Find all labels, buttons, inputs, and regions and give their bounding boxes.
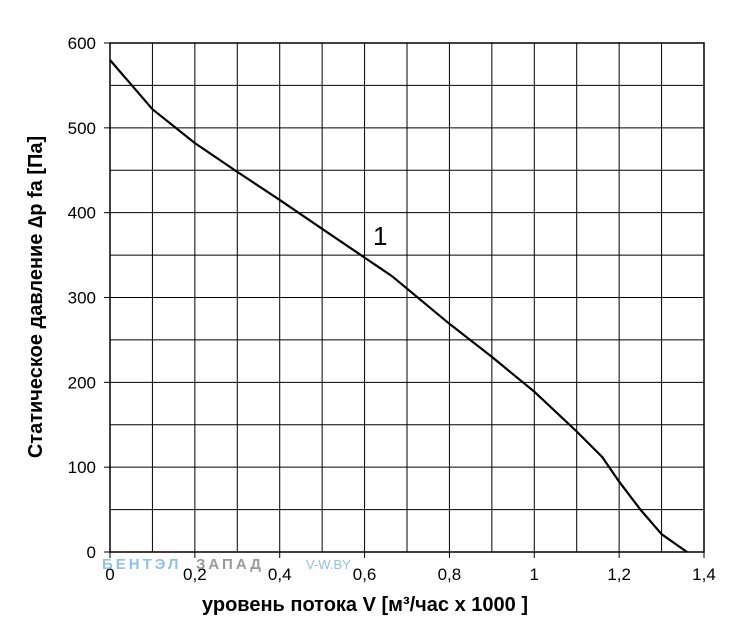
watermark-part1: БЕНТЭЛ	[102, 556, 181, 573]
x-tick-label: 0,6	[353, 565, 377, 584]
watermark-part3: V-W.BY	[306, 557, 351, 572]
watermark-part2: ЗАПАД	[196, 556, 264, 573]
x-tick-label: 0,2	[183, 565, 207, 584]
y-tick-label: 600	[68, 34, 96, 53]
x-tick-label: 0,4	[268, 565, 292, 584]
watermark: БЕНТЭЛ ЗАПАД V-W.BY	[102, 556, 351, 573]
y-tick-label: 0	[87, 543, 96, 562]
x-tick-label: 0,8	[438, 565, 462, 584]
y-tick-label: 200	[68, 373, 96, 392]
x-tick-label: 1	[530, 565, 539, 584]
x-axis-title: уровень потока V [м³/час х 1000 ]	[202, 594, 528, 616]
y-tick-label: 400	[68, 204, 96, 223]
x-tick-label: 0	[105, 565, 114, 584]
y-tick-label: 500	[68, 119, 96, 138]
grid	[110, 43, 704, 552]
series-label: 1	[373, 221, 387, 251]
y-tick-label: 300	[68, 289, 96, 308]
series-line	[109, 59, 688, 553]
x-tick-label: 1,2	[607, 565, 631, 584]
y-tick-label: 100	[68, 458, 96, 477]
x-tick-label: 1,4	[692, 565, 716, 584]
tick-labels: 0 100 200 300 400 500 600 0 0,2 0,4 0,6 0,8 1 1,2 1,4	[68, 34, 716, 584]
series: 1	[109, 59, 688, 553]
y-axis-title: Статическое давление ∆p fa [Па]	[25, 136, 47, 458]
